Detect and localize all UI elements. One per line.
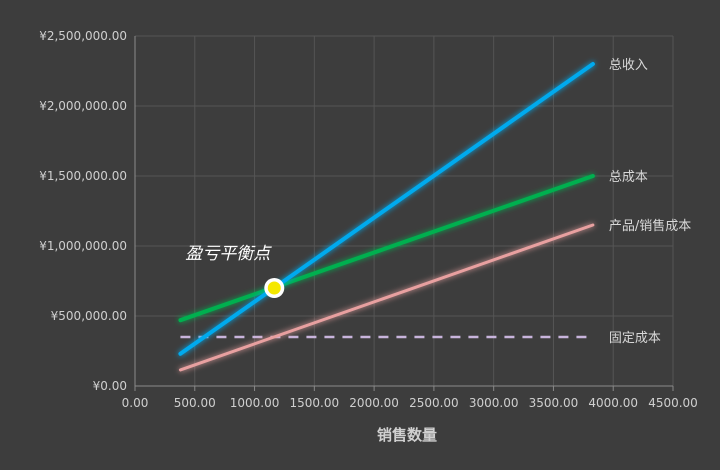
y-tick-label: ¥1,500,000.00	[39, 169, 127, 183]
series-label: 总成本	[609, 170, 648, 185]
series-lines	[178, 62, 595, 372]
x-tick-label: 4500.00	[648, 396, 698, 410]
break-even-label: 盈亏平衡点	[185, 244, 272, 264]
y-tick-label: ¥2,000,000.00	[39, 99, 127, 113]
x-tick-label: 3000.00	[469, 396, 519, 410]
axes: 0.00 500.00 1000.00 1500.00 2000.00 2500.00 30…	[39, 29, 698, 410]
x-tick-label: 3500.00	[529, 396, 579, 410]
break-even-marker	[267, 281, 281, 295]
series-line	[178, 174, 595, 323]
x-tick-label: 500.00	[174, 396, 216, 410]
grid	[135, 35, 674, 386]
series-line	[178, 223, 595, 372]
x-axis-title: 销售数量	[377, 426, 437, 444]
y-tick-label: ¥1,000,000.00	[39, 239, 127, 253]
x-tick-label: 1500.00	[290, 396, 340, 410]
y-tick-label: ¥500,000.00	[51, 309, 127, 323]
y-tick-label: ¥0.00	[93, 379, 127, 393]
x-tick-label: 0.00	[122, 396, 149, 410]
series-label: 产品/销售成本	[609, 218, 691, 234]
series-line	[178, 62, 595, 356]
annotations: 盈亏平衡点	[185, 244, 285, 298]
x-tick-label: 2500.00	[409, 396, 459, 410]
x-tick-label: 4000.00	[588, 396, 638, 410]
x-tick-label: 2000.00	[349, 396, 399, 410]
y-tick-label: ¥2,500,000.00	[39, 29, 127, 43]
series-label: 总收入	[609, 58, 648, 73]
series-label: 固定成本	[609, 331, 661, 346]
x-tick-label: 1000.00	[230, 396, 280, 410]
